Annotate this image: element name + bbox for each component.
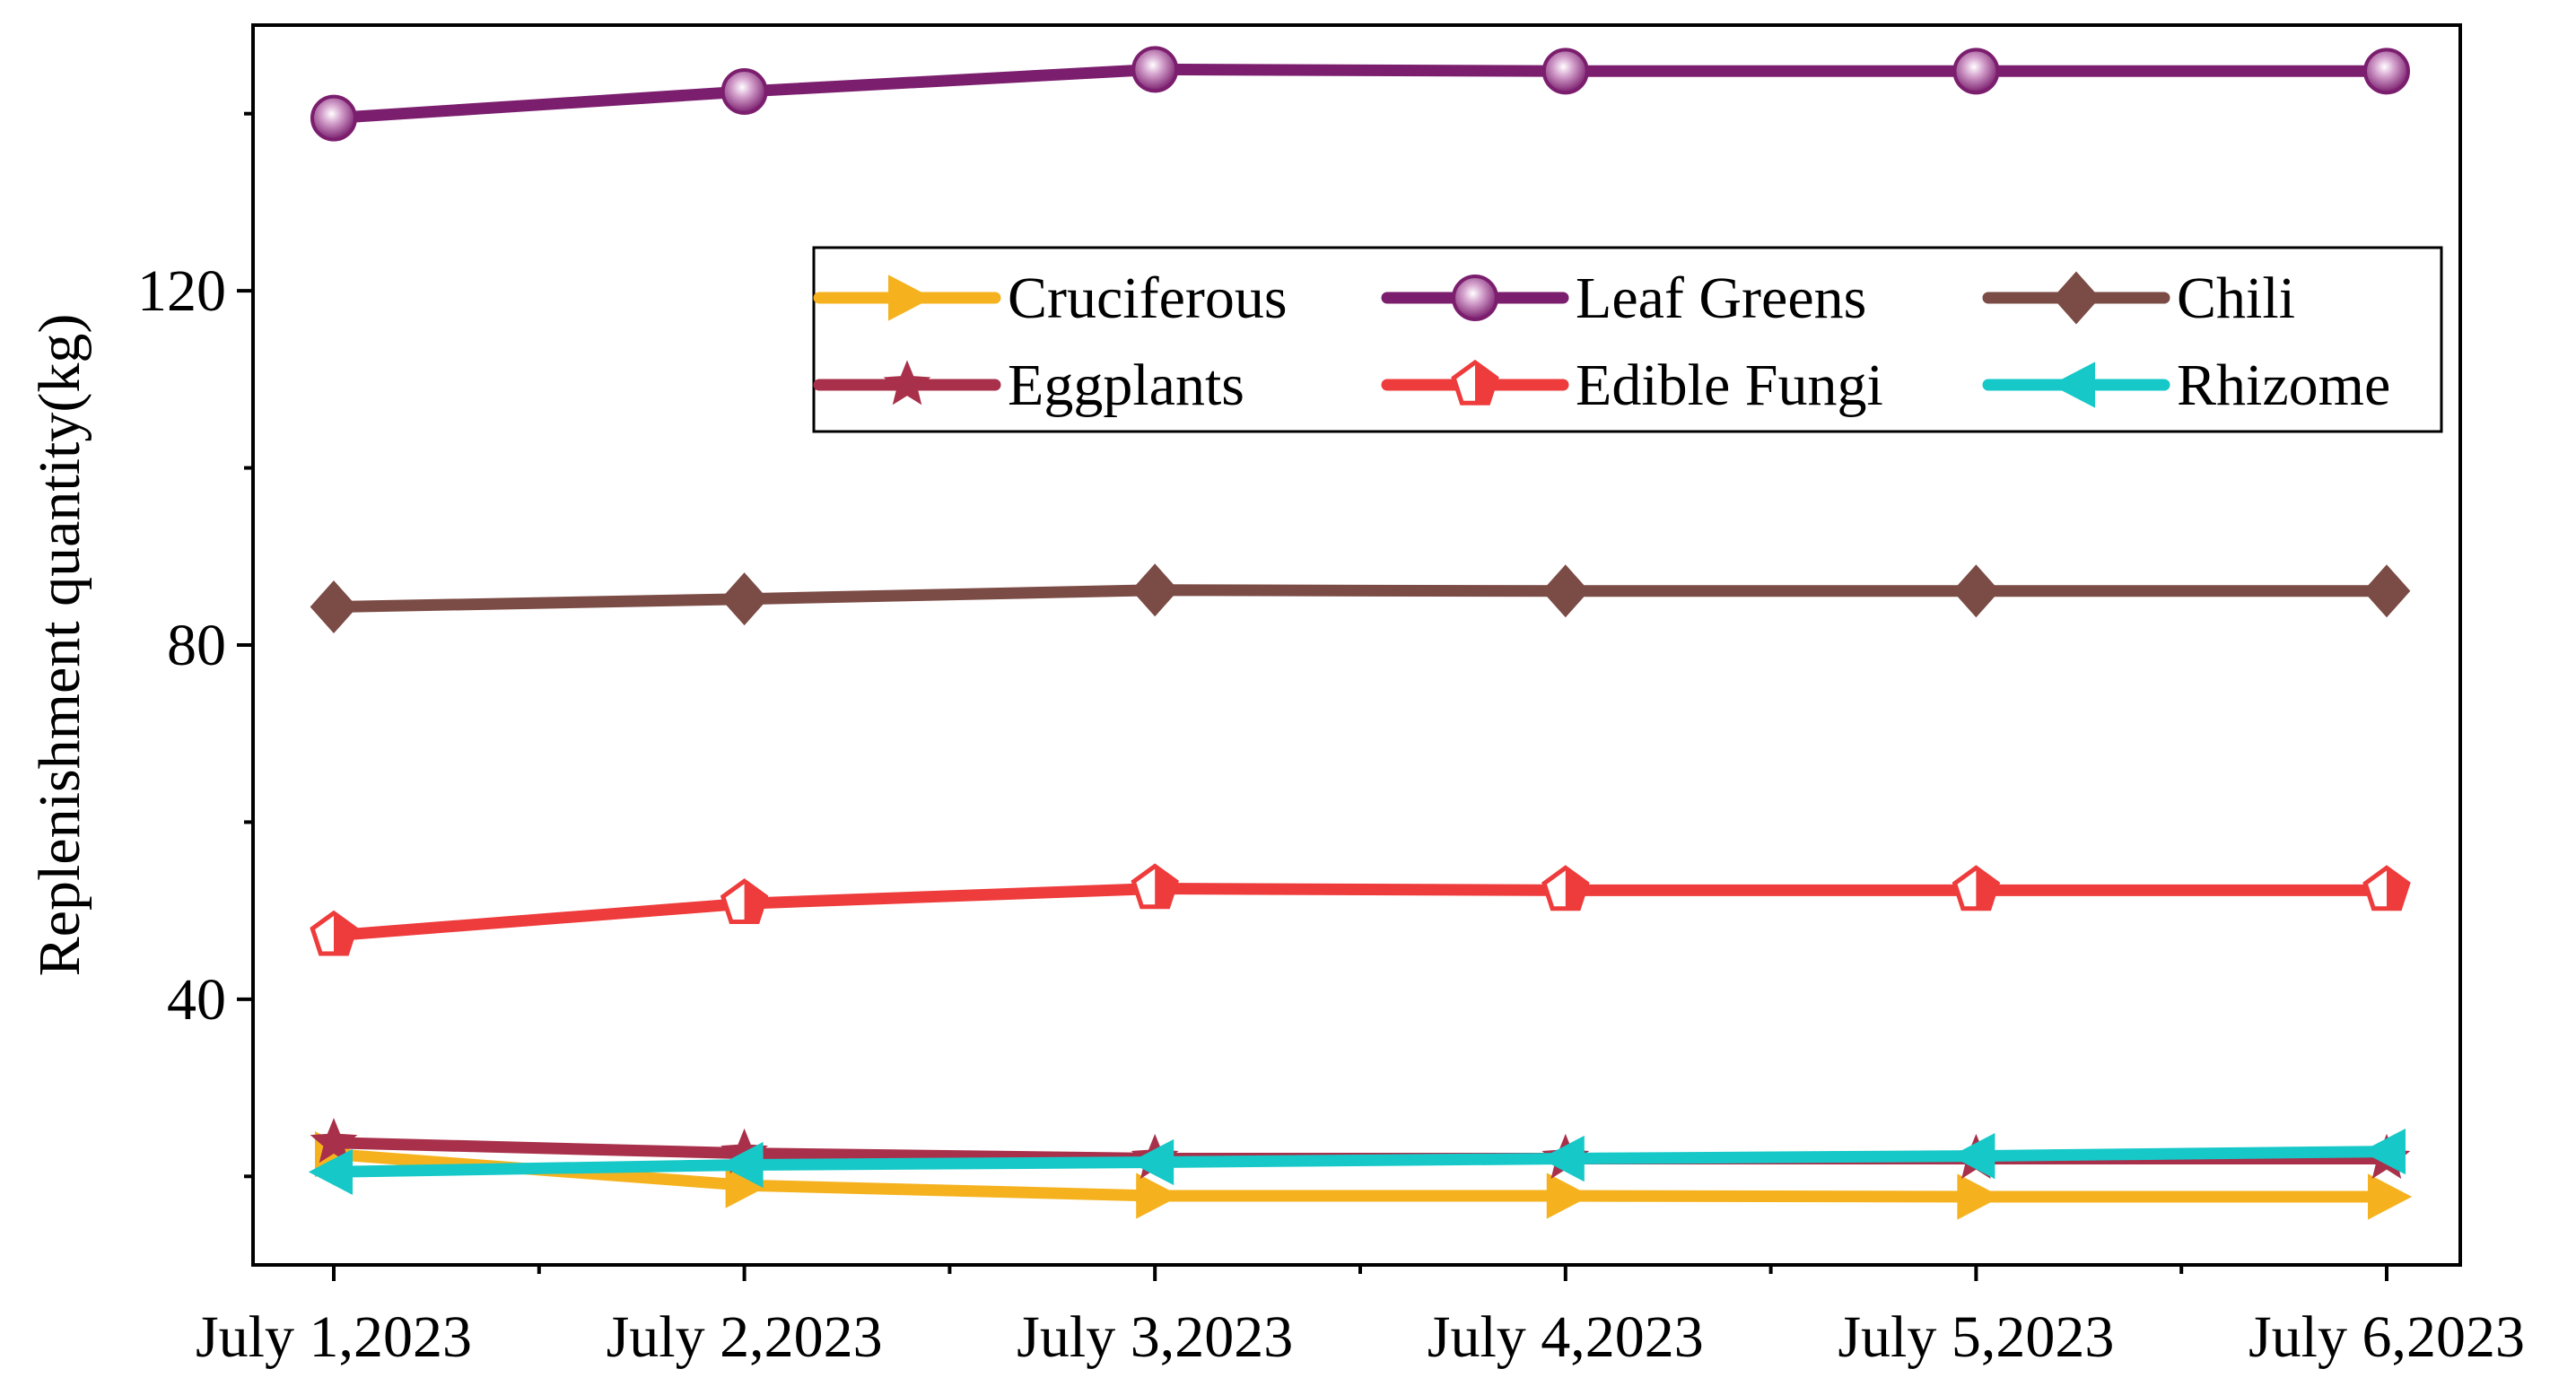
data-point-half [1565,868,1587,909]
legend-marker [2052,271,2100,325]
series-line [327,1148,2393,1203]
x-tick-label: July 3,2023 [1017,1304,1293,1370]
y-tick-label: 40 [167,967,226,1033]
data-point [310,94,357,142]
data-point [2362,564,2411,618]
data-point [1957,1173,2002,1220]
series-leaf-greens [310,46,2410,142]
series-line [327,584,2393,614]
legend-marker-half [1475,362,1497,404]
x-tick-label: July 4,2023 [1428,1304,1704,1370]
legend-item-edible-fungi: Edible Fungi [1381,353,1883,418]
series-rhizome [308,1128,2406,1195]
x-tick-label: July 1,2023 [196,1304,472,1370]
series-line [327,883,2393,942]
data-point [1952,564,2000,618]
y-tick-label: 80 [167,613,226,678]
legend-label: Rhizome [2177,353,2390,418]
legend-item-rhizome: Rhizome [1982,353,2390,418]
data-point-half [334,912,355,954]
data-point [1541,564,1590,618]
legend-item-cruciferous: Cruciferous [813,266,1288,331]
legend: Cruciferous Leaf Greens Chili Eggplants Edib… [812,246,2443,433]
data-point [1130,1138,1174,1186]
data-point [720,68,768,116]
plot-frame [251,23,2462,1267]
data-point-half [2387,868,2408,909]
legend-label: Leaf Greens [1576,266,1866,331]
legend-marker [883,360,931,405]
data-point [719,1141,764,1189]
data-point [720,572,768,626]
series-edible-fungi [310,863,2411,956]
data-point [1131,46,1179,93]
data-point [1131,563,1179,617]
legend-marker [1452,275,1498,321]
data-point [2368,1173,2413,1220]
axis-layer: July 1,2023 July 2,2023 July 3,2023 July 4,… [137,111,2525,1370]
legend-label: Chili [2177,266,2295,331]
data-point [2361,1128,2406,1175]
legend-frame [812,246,2443,433]
legend-marker [2050,362,2095,408]
data-point-half [1155,866,1176,907]
data-point-half [744,881,766,922]
data-point-half [1976,868,1998,909]
legend-label: Edible Fungi [1576,353,1883,418]
legend-item-leaf-greens: Leaf Greens [1381,266,1866,331]
legend-label: Cruciferous [1008,266,1288,331]
data-point [1136,1173,1181,1219]
x-tick-label: July 6,2023 [2249,1304,2525,1370]
data-point [1952,48,2000,95]
x-tick-label: July 5,2023 [1838,1304,2114,1370]
legend-label: Eggplants [1008,353,1244,418]
legend-marker [888,275,933,321]
data-point [2363,48,2410,95]
data-point [1951,1132,1995,1180]
data-point [1540,1135,1585,1182]
data-point [308,1148,353,1195]
series-layer [308,46,2413,1220]
y-tick-label: 120 [137,258,226,324]
data-point [310,580,358,634]
series-line [327,1146,2393,1178]
y-axis-title: Replenishment quantity(kg) [27,314,92,977]
series-chili [310,563,2411,634]
data-point [1541,48,1589,95]
data-point [310,1118,358,1164]
series-line [327,63,2393,125]
legend-item-eggplants: Eggplants [813,353,1244,418]
data-point [1546,1173,1591,1219]
x-tick-label: July 2,2023 [607,1304,883,1370]
legend-item-chili: Chili [1982,266,2295,331]
